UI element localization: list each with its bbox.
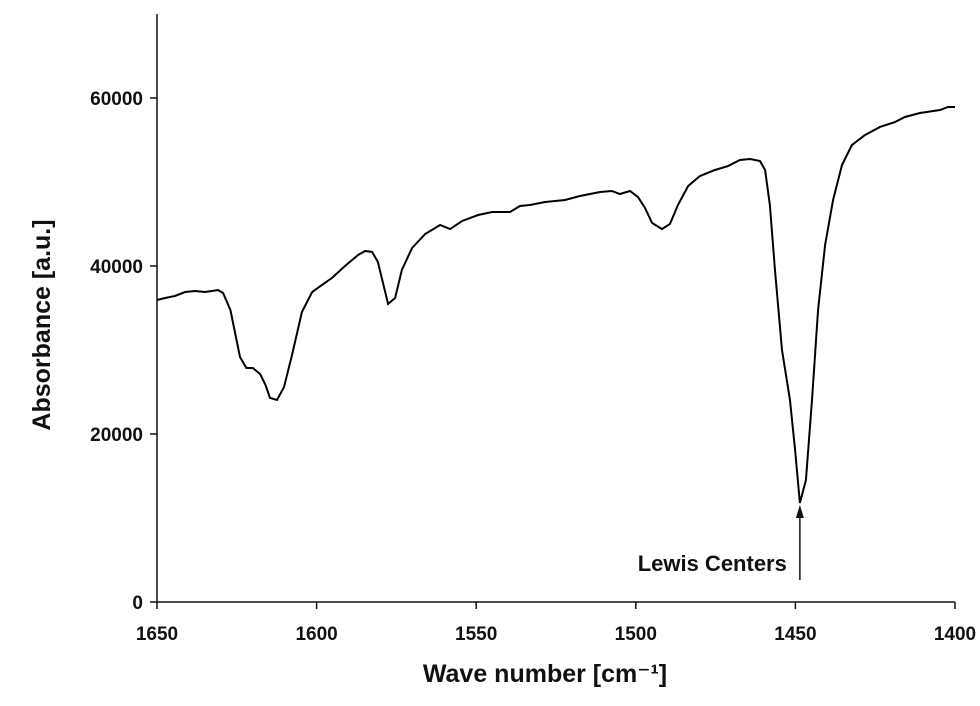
- x-tick-label: 1450: [774, 624, 816, 645]
- x-tick-label: 1600: [295, 624, 337, 645]
- annotation-arrowhead: [795, 504, 804, 518]
- y-tick-label: 0: [132, 593, 143, 614]
- x-tick-label: 1500: [615, 624, 657, 645]
- x-tick-label: 1550: [455, 624, 497, 645]
- y-tick-label: 20000: [90, 425, 143, 446]
- y-tick-label: 60000: [90, 89, 143, 110]
- y-axis-title: Absorbance [a.u.]: [28, 219, 56, 430]
- x-tick-label: 1650: [136, 624, 178, 645]
- y-tick-label: 40000: [90, 257, 143, 278]
- annotation-text: Lewis Centers: [638, 551, 787, 576]
- x-axis-title: Wave number [cm⁻¹]: [423, 660, 667, 688]
- spectrum-line: [156, 105, 955, 504]
- x-tick-label: 1400: [934, 624, 976, 645]
